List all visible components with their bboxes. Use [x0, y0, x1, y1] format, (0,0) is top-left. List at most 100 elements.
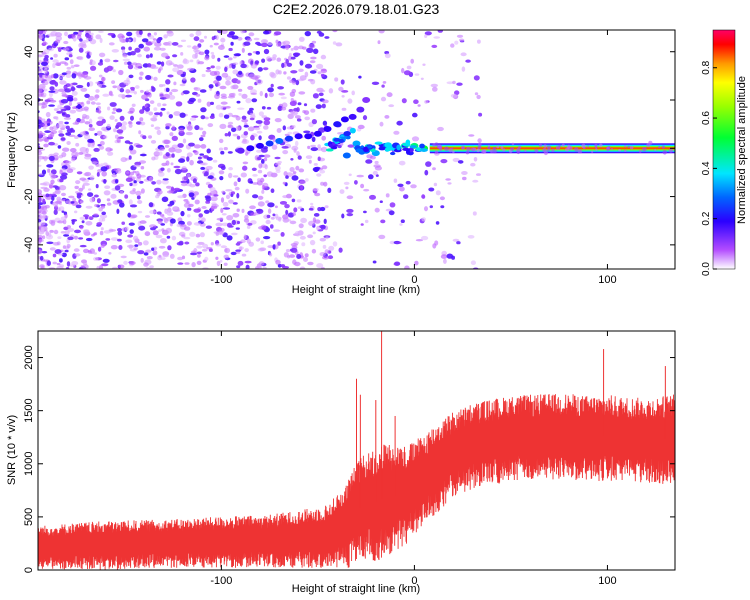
noise-blob [304, 30, 311, 37]
noise-blob [313, 213, 320, 217]
y-tick-label: 0 [23, 567, 35, 573]
noise-blob [47, 168, 51, 173]
noise-blob [154, 112, 161, 116]
tone-speckle [582, 146, 586, 150]
noise-blob [400, 219, 405, 223]
noise-blob [457, 160, 464, 164]
noise-blob [275, 39, 279, 44]
spectrogram-panel: -100 0 100 -40 -20 0 20 40 Height of straight l… [6, 29, 676, 296]
noise-blob [101, 211, 106, 216]
noise-blob [209, 115, 215, 119]
snr-series-line [38, 394, 675, 570]
noise-blob [219, 259, 223, 263]
noise-blob [93, 213, 99, 217]
noise-blob [48, 47, 54, 52]
noise-blob [76, 171, 83, 175]
spectrogram-axes: -100 0 100 -40 -20 0 20 40 [23, 30, 675, 286]
noise-blob [148, 135, 152, 139]
noise-blob [211, 36, 215, 41]
noise-blob [243, 124, 249, 128]
noise-blob [238, 246, 245, 250]
noise-blob [138, 225, 146, 231]
noise-blob [130, 115, 134, 121]
noise-blob [180, 39, 187, 42]
noise-blob [287, 55, 293, 61]
noise-blob [478, 112, 483, 117]
noise-blob [49, 86, 55, 91]
noise-blob [114, 118, 118, 122]
noise-blob [285, 175, 289, 179]
noise-blob [135, 190, 142, 196]
noise-blob [117, 238, 122, 242]
noise-blob [235, 116, 241, 121]
noise-blob [56, 262, 61, 266]
noise-blob [428, 187, 435, 192]
noise-blob [166, 211, 174, 216]
noise-blob [71, 91, 78, 96]
noise-blob [319, 237, 326, 242]
noise-blob [255, 51, 260, 55]
signal-blob [352, 140, 361, 147]
noise-blob [107, 202, 112, 206]
noise-blob [322, 120, 328, 126]
noise-blob [236, 251, 241, 254]
noise-blob [127, 234, 133, 238]
noise-blob [180, 73, 186, 78]
noise-blob [144, 104, 148, 108]
noise-blob [456, 34, 464, 38]
noise-blob [304, 63, 313, 69]
noise-blob [93, 252, 98, 255]
noise-blob [220, 93, 227, 97]
noise-blob [96, 120, 104, 127]
noise-blob [332, 241, 338, 247]
noise-blob [260, 224, 267, 230]
noise-blob [263, 157, 268, 162]
noise-blob [322, 99, 329, 104]
noise-blob [221, 72, 229, 78]
noise-blob [193, 87, 201, 91]
noise-blob [382, 81, 387, 84]
noise-blob [280, 264, 286, 268]
noise-blob [272, 137, 276, 143]
noise-blob [410, 184, 417, 189]
noise-blob [104, 185, 111, 189]
noise-blob [65, 125, 70, 130]
noise-blob [145, 249, 152, 253]
noise-blob [38, 204, 42, 210]
noise-blob [321, 103, 326, 109]
noise-blob [467, 235, 475, 239]
noise-blob [56, 196, 62, 202]
noise-blob [186, 221, 192, 226]
noise-blob [220, 30, 228, 35]
noise-blob [282, 181, 286, 185]
noise-blob [177, 143, 184, 148]
noise-blob [470, 162, 476, 167]
noise-blob [323, 218, 327, 224]
noise-blob [256, 149, 262, 153]
noise-blob [239, 60, 243, 66]
colorbar-tick-label: 0.6 [701, 111, 712, 125]
noise-blob [60, 127, 65, 130]
noise-blob [272, 213, 276, 217]
tone-speckle [642, 146, 647, 152]
colorbar-ticks: 0.0 0.2 0.4 0.6 0.8 [701, 60, 717, 276]
noise-blob [167, 74, 174, 78]
noise-blob [472, 211, 477, 216]
noise-blob [187, 67, 195, 71]
noise-blob [224, 247, 231, 254]
noise-blob [282, 195, 289, 199]
noise-blob [156, 37, 162, 44]
tone-speckle [478, 142, 482, 147]
noise-blob [190, 252, 198, 256]
noise-blob [162, 103, 167, 107]
noise-blob [285, 44, 290, 51]
noise-blob [98, 217, 104, 223]
noise-blob [304, 253, 309, 258]
noise-blob [250, 134, 255, 141]
tone-speckle [594, 146, 598, 149]
noise-blob [180, 92, 184, 96]
noise-blob [403, 70, 411, 76]
snr-x-axis-label: Height of straight line (km) [292, 583, 420, 595]
noise-blob [470, 260, 476, 266]
noise-blob [286, 62, 293, 67]
